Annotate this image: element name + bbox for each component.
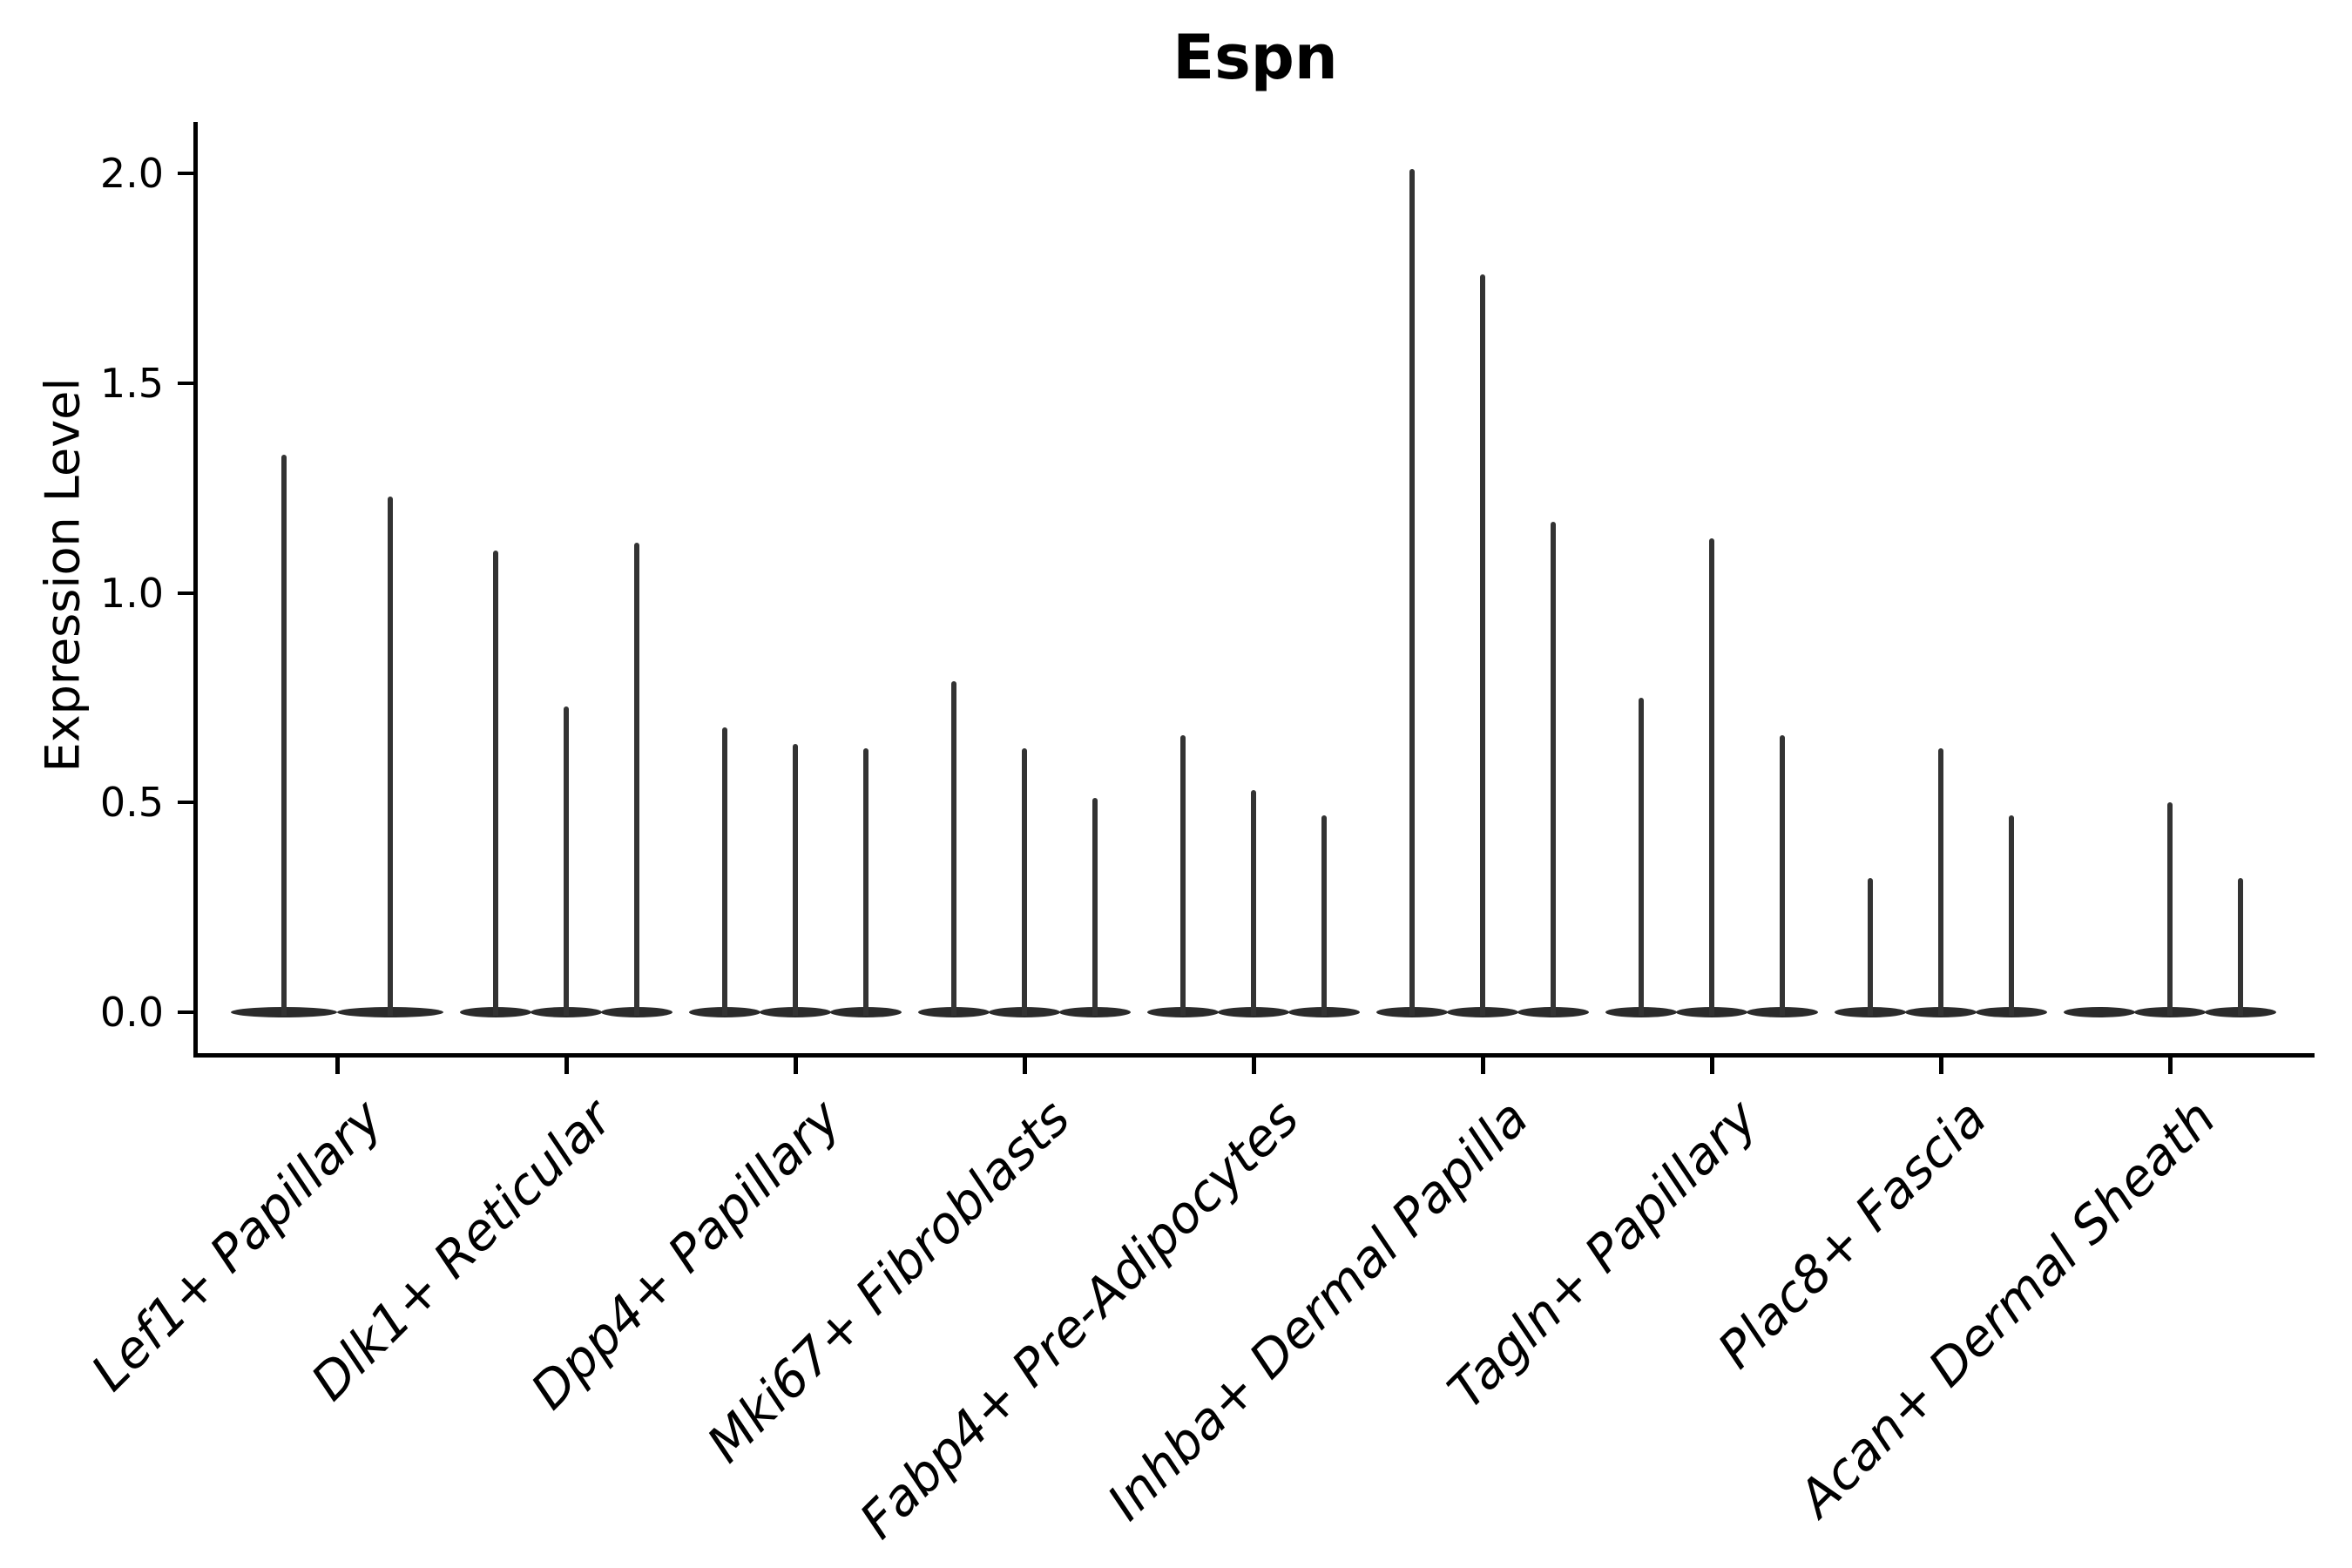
violin-spike	[1551, 521, 1556, 1016]
violin-spike	[2238, 877, 2243, 1016]
y-tick-mark	[178, 381, 193, 385]
x-tick-mark	[2167, 1058, 2173, 1074]
x-tick-mark	[1938, 1058, 1943, 1074]
y-tick-label: 1.0	[99, 569, 164, 617]
y-tick-label: 0.0	[99, 989, 164, 1036]
violin-spike	[1868, 877, 1873, 1016]
violin-spike	[1409, 169, 1415, 1016]
chart-title: Espn	[1173, 22, 1338, 93]
y-tick-mark	[178, 801, 193, 805]
violin-spike	[564, 706, 569, 1016]
x-category-label: Inhba+ Dermal Papilla	[1096, 1088, 1540, 1532]
y-tick-mark	[178, 172, 193, 175]
violin-spike	[281, 454, 287, 1016]
violin-spike	[2009, 814, 2014, 1016]
violin-spike	[2167, 802, 2173, 1016]
violin-spike	[1092, 798, 1098, 1016]
violin-spike	[951, 680, 956, 1016]
violin-spike	[1022, 747, 1027, 1016]
x-tick-mark	[1480, 1058, 1485, 1074]
violin-spike	[1251, 789, 1256, 1016]
violin-spike	[1321, 814, 1327, 1016]
violin-spike	[863, 747, 868, 1016]
y-tick-mark	[178, 591, 193, 595]
violin-spike	[1480, 274, 1485, 1016]
violin-spike	[722, 727, 727, 1016]
violin-spike	[388, 496, 393, 1016]
y-tick-label: 2.0	[99, 150, 164, 197]
violin-base	[2064, 1007, 2135, 1017]
x-tick-mark	[793, 1058, 798, 1074]
x-tick-mark	[1251, 1058, 1256, 1074]
violin-spike	[493, 551, 498, 1016]
x-category-label: Acan+ Dermal Sheath	[1787, 1088, 2227, 1529]
violin-spike	[1639, 697, 1644, 1016]
y-axis-label: Expression Level	[35, 377, 91, 773]
y-tick-mark	[178, 1010, 193, 1014]
violin-spike	[634, 542, 639, 1016]
x-tick-mark	[335, 1058, 340, 1074]
x-axis-spine	[193, 1053, 2315, 1058]
x-tick-mark	[1022, 1058, 1027, 1074]
x-category-label: Fabp4+ Pre-Adipocytes	[848, 1088, 1311, 1551]
y-axis-spine	[193, 122, 198, 1058]
y-tick-label: 0.5	[99, 779, 164, 827]
violin-spike	[1709, 537, 1714, 1016]
violin-spike	[1938, 747, 1943, 1016]
x-tick-mark	[1709, 1058, 1714, 1074]
violin-spike	[1180, 735, 1186, 1016]
x-tick-mark	[564, 1058, 569, 1074]
violin-spike	[793, 743, 798, 1016]
y-tick-label: 1.5	[99, 359, 164, 407]
violin-spike	[1780, 735, 1785, 1016]
